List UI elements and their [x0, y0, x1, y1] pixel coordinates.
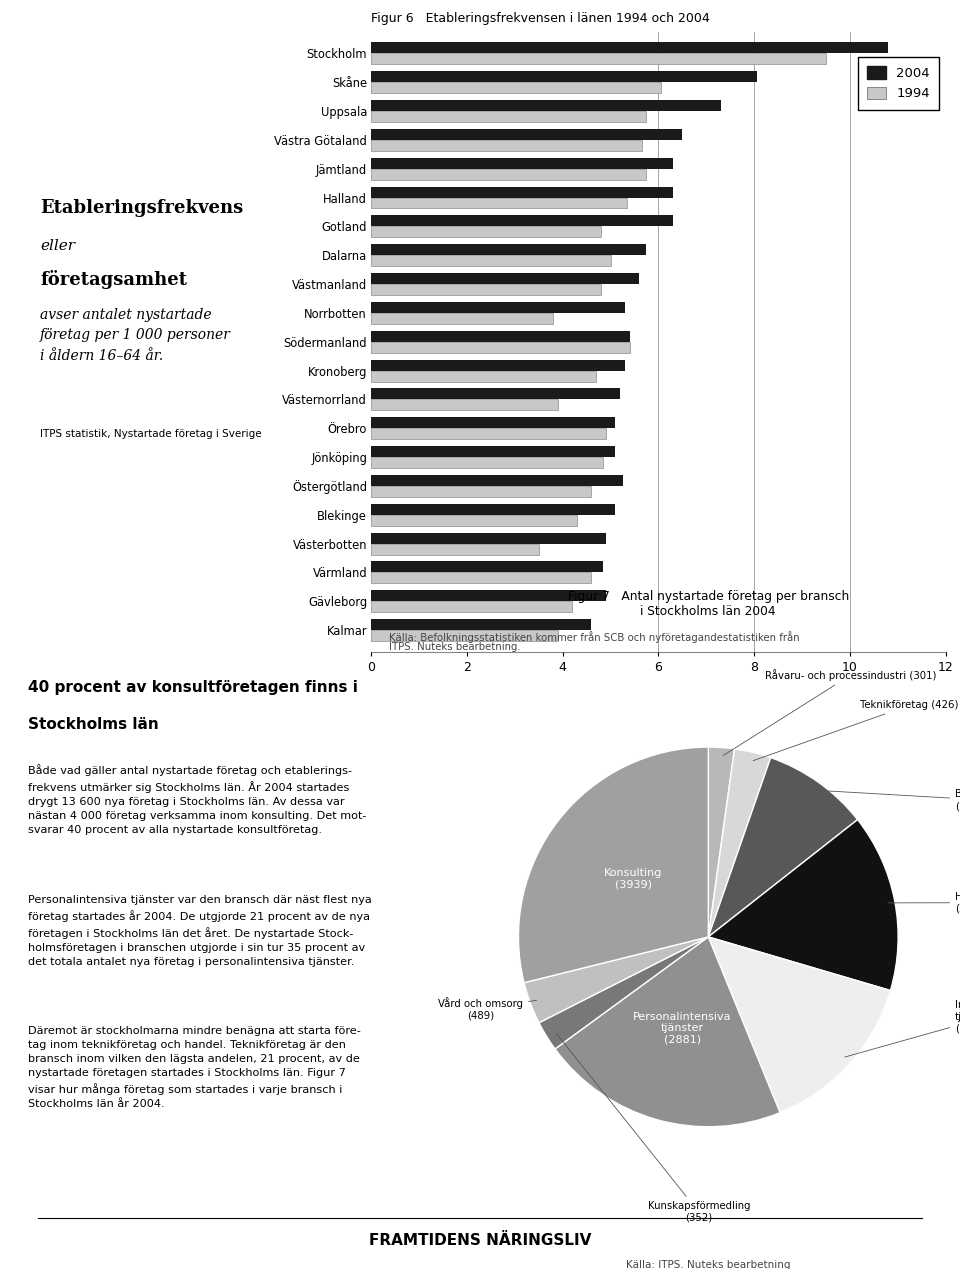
- Text: Personalintensiva
tjänster
(2881): Personalintensiva tjänster (2881): [634, 1011, 732, 1044]
- Bar: [372, 187, 673, 198]
- Text: ITPS. Nuteks bearbetning.: ITPS. Nuteks bearbetning.: [389, 642, 520, 652]
- Bar: [372, 313, 553, 324]
- Text: företagsamhet: företagsamhet: [40, 270, 187, 289]
- Bar: [372, 110, 646, 122]
- Bar: [372, 447, 615, 457]
- Bar: [372, 71, 756, 82]
- Bar: [372, 226, 601, 237]
- Bar: [372, 418, 615, 428]
- Bar: [372, 140, 641, 151]
- Bar: [372, 82, 660, 93]
- Wedge shape: [708, 749, 771, 937]
- Bar: [372, 504, 615, 515]
- Bar: [372, 255, 611, 266]
- Wedge shape: [708, 937, 891, 1113]
- Bar: [372, 388, 620, 400]
- Bar: [372, 53, 826, 65]
- Text: Infrastruktur-
tjänster
(1947): Infrastruktur- tjänster (1947): [845, 1000, 960, 1057]
- Bar: [372, 100, 721, 110]
- Bar: [372, 284, 601, 294]
- Bar: [372, 486, 591, 497]
- Text: Källa: Befolkningsstatistiken kommer från SCB och nyföretagandestatistiken från: Källa: Befolkningsstatistiken kommer frå…: [389, 631, 800, 642]
- Text: Vård och omsorg
(489): Vård och omsorg (489): [438, 997, 537, 1020]
- Legend: 2004, 1994: 2004, 1994: [858, 57, 939, 109]
- Text: Råvaru- och processindustri (301): Råvaru- och processindustri (301): [723, 669, 937, 755]
- Bar: [372, 331, 630, 341]
- Wedge shape: [708, 820, 899, 991]
- Text: Stockholms län: Stockholms län: [28, 717, 158, 731]
- Bar: [372, 602, 572, 612]
- Bar: [372, 619, 591, 631]
- Bar: [372, 42, 888, 53]
- Bar: [372, 572, 591, 584]
- Text: 40 procent av konsultföretagen finns i: 40 procent av konsultföretagen finns i: [28, 680, 358, 695]
- Bar: [372, 359, 625, 371]
- Bar: [372, 198, 627, 208]
- Text: Kunskapsförmedling
(352): Kunskapsförmedling (352): [556, 1033, 750, 1223]
- Text: Personalintensiva tjänster var den bransch där näst flest nya
företag startades : Personalintensiva tjänster var den brans…: [28, 895, 372, 967]
- Bar: [372, 244, 646, 255]
- Bar: [372, 631, 558, 641]
- Bar: [372, 371, 596, 382]
- Text: Figur 6   Etableringsfrekvensen i länen 1994 och 2004: Figur 6 Etableringsfrekvensen i länen 19…: [372, 11, 710, 25]
- Bar: [372, 302, 625, 313]
- Text: Däremot är stockholmarna mindre benägna att starta före-
tag inom teknikföretag : Däremot är stockholmarna mindre benägna …: [28, 1027, 361, 1109]
- Wedge shape: [539, 937, 708, 1049]
- Bar: [372, 515, 577, 525]
- Title: Figur 7   Antal nystartade företag per bransch
i Stockholms län 2004: Figur 7 Antal nystartade företag per bra…: [567, 590, 849, 618]
- Bar: [372, 533, 606, 543]
- Bar: [372, 341, 630, 353]
- Text: Etableringsfrekvens: Etableringsfrekvens: [40, 199, 244, 217]
- Bar: [372, 543, 539, 555]
- Wedge shape: [518, 747, 708, 982]
- Wedge shape: [555, 937, 780, 1127]
- Bar: [372, 129, 683, 140]
- Bar: [372, 590, 606, 602]
- Wedge shape: [708, 758, 857, 937]
- Text: Teknikföretag (426): Teknikföretag (426): [754, 700, 959, 760]
- Bar: [372, 169, 646, 180]
- Text: Både vad gäller antal nystartade företag och etablerings-
frekvens utmärker sig : Både vad gäller antal nystartade företag…: [28, 764, 367, 835]
- Text: FRAMTIDENS NÄRINGSLIV: FRAMTIDENS NÄRINGSLIV: [369, 1233, 591, 1249]
- Text: ITPS statistik, Nystartade företag i Sverige: ITPS statistik, Nystartade företag i Sve…: [40, 429, 262, 439]
- Text: Handel
(2067): Handel (2067): [888, 892, 960, 914]
- Bar: [372, 475, 622, 486]
- Bar: [372, 561, 604, 572]
- Bar: [372, 157, 673, 169]
- Text: avser antalet nystartade
företag per 1 000 personer
i åldern 16–64 år.: avser antalet nystartade företag per 1 0…: [40, 307, 231, 363]
- Bar: [372, 428, 606, 439]
- Bar: [372, 216, 673, 226]
- Text: eller: eller: [40, 240, 75, 254]
- Text: Källa: ITPS. Nuteks bearbetning: Källa: ITPS. Nuteks bearbetning: [626, 1260, 790, 1269]
- Text: Byggindustri
(1237): Byggindustri (1237): [816, 789, 960, 811]
- Bar: [372, 400, 558, 410]
- Bar: [372, 273, 639, 284]
- Text: Konsulting
(3939): Konsulting (3939): [605, 868, 662, 890]
- Wedge shape: [708, 747, 734, 937]
- Wedge shape: [524, 937, 708, 1023]
- Bar: [372, 457, 604, 468]
